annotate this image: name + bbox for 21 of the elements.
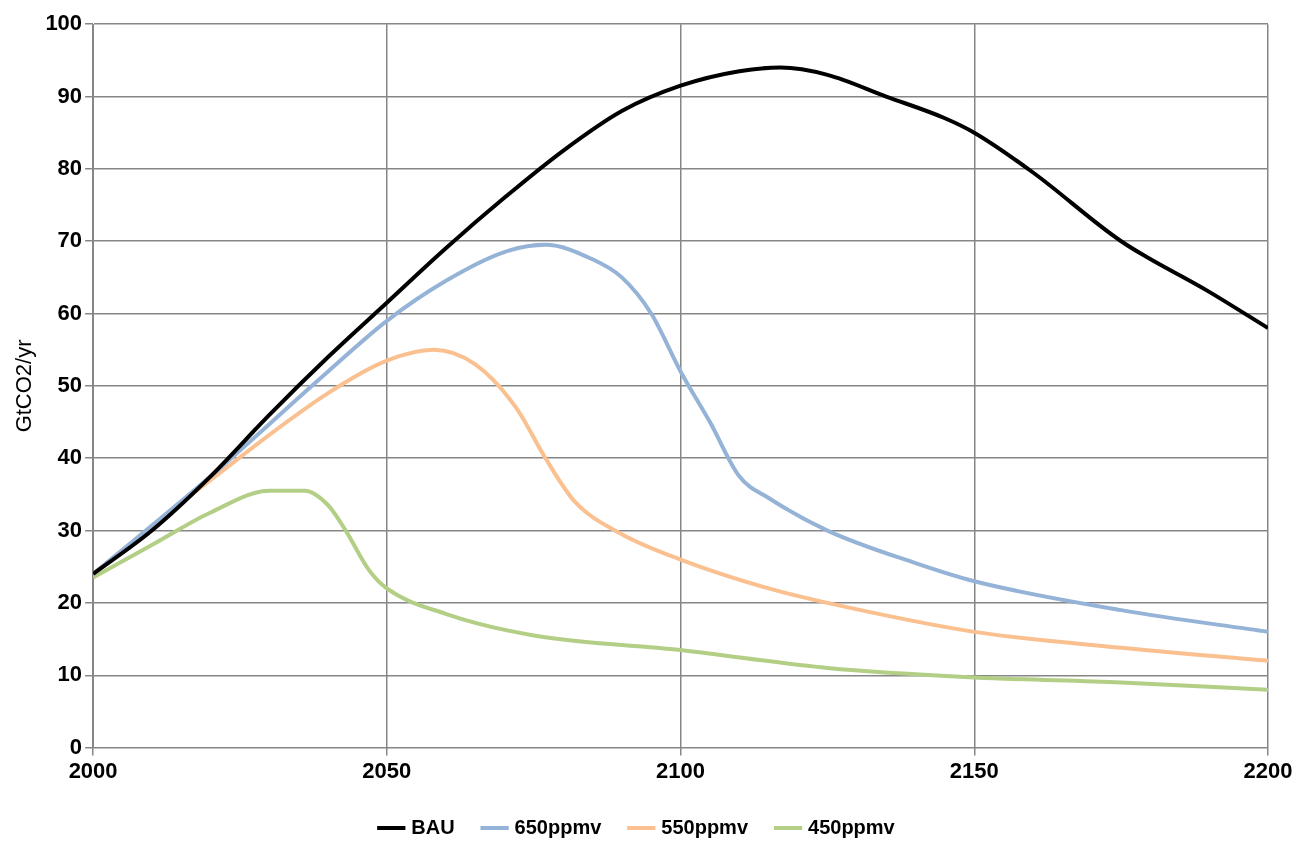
y-tick-label: 80 bbox=[57, 154, 83, 180]
y-tick-label: 20 bbox=[57, 588, 83, 614]
y-tick-label: 70 bbox=[57, 227, 83, 253]
legend-label: 450ppmv bbox=[808, 815, 896, 838]
y-tick-label: 50 bbox=[57, 371, 83, 397]
y-axis-title: GtCO2/yr bbox=[11, 339, 37, 433]
y-tick-label: 60 bbox=[57, 299, 83, 325]
y-tick-label: 90 bbox=[57, 82, 83, 108]
y-tick-label: 30 bbox=[57, 516, 83, 542]
x-tick-label: 2200 bbox=[1243, 757, 1293, 783]
legend-label: BAU bbox=[411, 815, 455, 838]
x-tick-label: 2150 bbox=[949, 757, 999, 783]
y-tick-label: 0 bbox=[69, 733, 83, 759]
y-tick-label: 40 bbox=[57, 444, 83, 470]
x-tick-label: 2000 bbox=[68, 757, 118, 783]
legend-label: 550ppmv bbox=[661, 815, 749, 838]
x-tick-label: 2050 bbox=[362, 757, 412, 783]
y-tick-label: 10 bbox=[57, 661, 83, 687]
y-tick-label: 100 bbox=[45, 10, 83, 36]
x-tick-label: 2100 bbox=[656, 757, 706, 783]
legend-label: 650ppmv bbox=[514, 815, 603, 838]
